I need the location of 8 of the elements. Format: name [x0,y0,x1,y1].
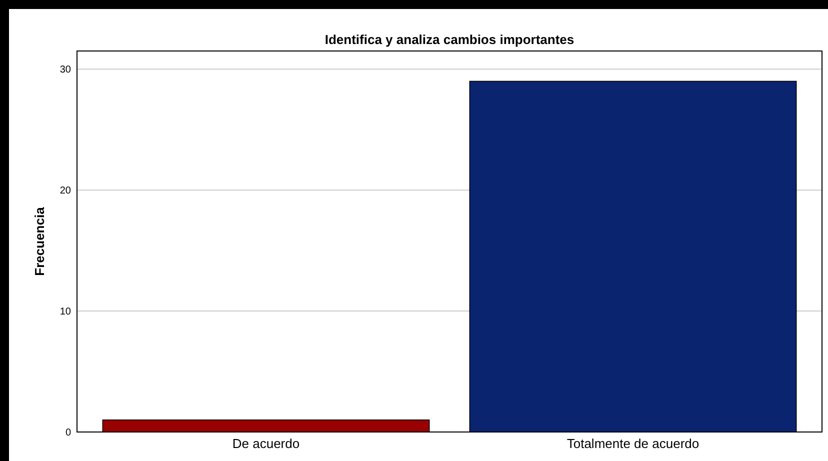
y-tick-label: 0 [65,428,72,438]
x-tick-label: Totalmente de acuerdo [566,436,700,451]
y-tick-label: 20 [60,186,72,197]
y-tick-label: 30 [60,64,72,76]
x-tick-label: De acuerdo [232,436,300,451]
chart-title: Identifica y analiza cambios importantes [324,32,574,47]
y-tick-label: 10 [60,306,72,318]
y-axis-title: Frecuencia [32,206,47,276]
